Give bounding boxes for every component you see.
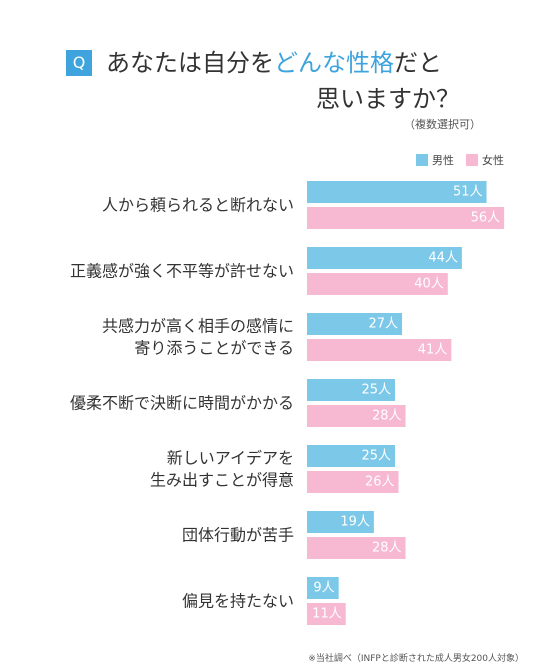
bar-female bbox=[307, 471, 399, 493]
question-title-line1: あなたは自分をどんな性格だと bbox=[106, 46, 442, 80]
category-label: 偏見を持たない bbox=[182, 592, 294, 611]
bar-value-label-male: 44人 bbox=[428, 251, 458, 266]
bar-value-label-female: 56人 bbox=[471, 211, 501, 226]
category-label: 団体行動が苦手 bbox=[182, 526, 294, 545]
bar-value-label-male: 25人 bbox=[361, 449, 391, 464]
question-badge: Q bbox=[66, 50, 92, 76]
bar-female bbox=[307, 537, 406, 559]
legend-item-male: 男性 bbox=[416, 152, 454, 168]
question-title-line2: 思いますか？ bbox=[316, 85, 460, 113]
bar-male bbox=[307, 313, 403, 335]
bar-value-label-female: 40人 bbox=[414, 277, 444, 292]
bar-value-label-female: 11人 bbox=[312, 607, 342, 622]
bar-value-label-female: 28人 bbox=[372, 409, 402, 424]
bar-male bbox=[307, 577, 339, 599]
bar-male bbox=[307, 247, 462, 269]
bar-male bbox=[307, 445, 395, 467]
bar-male bbox=[307, 379, 395, 401]
legend-label-female: 女性 bbox=[482, 154, 504, 167]
category-label: 寄り添うことができる bbox=[134, 339, 294, 358]
question-title-pre: あなたは自分を bbox=[106, 49, 274, 77]
legend-label-male: 男性 bbox=[432, 154, 454, 167]
bar-value-label-male: 9人 bbox=[313, 581, 334, 596]
chart-legend: 男性 女性 bbox=[416, 152, 510, 168]
bar-male bbox=[307, 511, 374, 533]
category-label: 優柔不断で決断に時間がかかる bbox=[70, 394, 294, 413]
bar-female bbox=[307, 603, 346, 625]
legend-swatch-female bbox=[466, 154, 478, 166]
legend-swatch-male bbox=[416, 154, 428, 166]
bar-value-label-female: 26人 bbox=[365, 475, 395, 490]
footnote: ※当社調べ（INFPと診断された成人男女200人対象） bbox=[308, 654, 524, 664]
question-note: （複数選択可） bbox=[404, 118, 481, 131]
bar-male bbox=[307, 181, 487, 203]
bar-female bbox=[307, 339, 452, 361]
question-title-highlight: どんな性格 bbox=[274, 49, 394, 77]
bar-value-label-female: 28人 bbox=[372, 541, 402, 556]
bar-female bbox=[307, 405, 406, 427]
category-label: 共感力が高く相手の感情に bbox=[102, 317, 294, 336]
category-label: 人から頼られると断れない bbox=[102, 196, 294, 215]
bar-value-label-female: 41人 bbox=[418, 343, 448, 358]
bar-value-label-male: 19人 bbox=[340, 515, 370, 530]
category-label: 生み出すことが得意 bbox=[150, 471, 294, 490]
category-label: 新しいアイデアを bbox=[167, 449, 294, 468]
question-title-post: だと bbox=[394, 49, 442, 77]
bar-female bbox=[307, 273, 448, 295]
bar-value-label-male: 25人 bbox=[361, 383, 391, 398]
category-label: 正義感が強く不平等が許せない bbox=[70, 262, 294, 281]
legend-item-female: 女性 bbox=[466, 152, 504, 168]
bar-value-label-male: 51人 bbox=[453, 185, 483, 200]
bar-value-label-male: 27人 bbox=[368, 317, 398, 332]
bar-female bbox=[307, 207, 505, 229]
